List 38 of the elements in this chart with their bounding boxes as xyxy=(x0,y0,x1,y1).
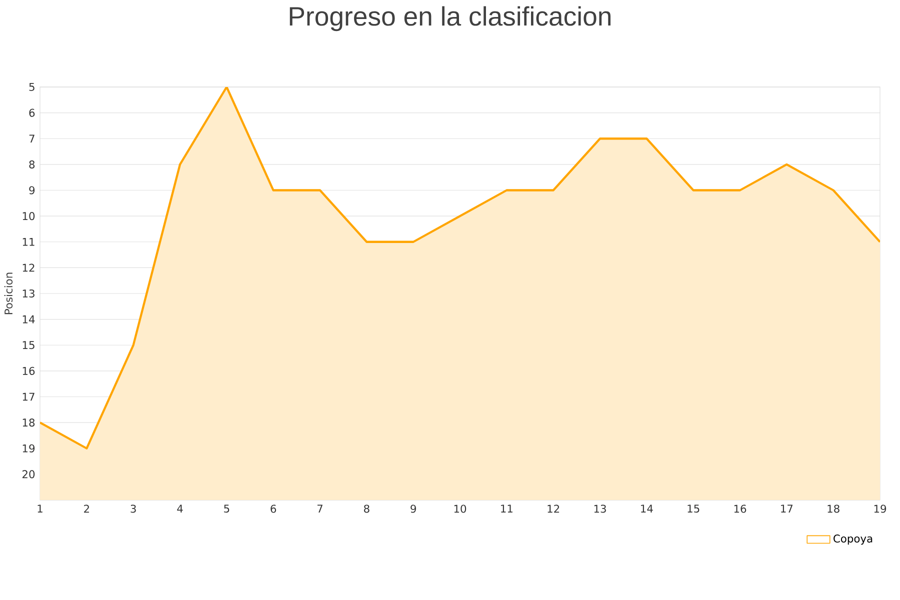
x-tick-label: 4 xyxy=(177,504,183,512)
x-tick-label: 12 xyxy=(548,504,560,513)
y-tick-label: 8 xyxy=(29,160,35,168)
x-tick-label: 13 xyxy=(594,504,606,513)
y-tick-label: 15 xyxy=(22,341,34,350)
y-tick-label: 16 xyxy=(22,366,35,375)
x-tick-label: 8 xyxy=(364,504,370,513)
legend-label: Copoya xyxy=(834,534,872,545)
x-tick-label: 14 xyxy=(641,504,653,512)
x-tick-label: 3 xyxy=(130,504,136,513)
x-tick-label: 15 xyxy=(688,504,700,513)
y-tick-label: 20 xyxy=(22,470,35,478)
y-tick-label: 7 xyxy=(29,134,34,143)
chart-title: Progreso en la clasificacion xyxy=(290,6,610,32)
y-tick-label: 19 xyxy=(22,444,35,452)
y-tick-label: 6 xyxy=(29,108,35,117)
x-tick-label: 9 xyxy=(410,504,416,513)
x-tick-label: 16 xyxy=(734,504,746,513)
x-tick-label: 11 xyxy=(501,504,512,512)
y-tick-label: 12 xyxy=(22,264,34,272)
x-tick-label: 5 xyxy=(224,504,230,513)
x-tick-label: 7 xyxy=(317,504,322,512)
x-tick-label: 18 xyxy=(828,504,840,513)
y-tick-label: 13 xyxy=(22,289,34,298)
x-tick-label: 19 xyxy=(874,504,886,513)
y-tick-label: 5 xyxy=(29,83,34,91)
y-axis-title: Posicion xyxy=(4,272,13,314)
x-tick-label: 17 xyxy=(781,504,793,512)
y-tick-label: 18 xyxy=(22,418,35,427)
y-tick-label: 10 xyxy=(22,212,35,220)
x-tick-label: 1 xyxy=(38,504,42,512)
y-tick-label: 14 xyxy=(22,315,35,324)
x-tick-label: 10 xyxy=(454,504,466,513)
y-tick-label: 9 xyxy=(29,186,35,194)
x-tick-label: 6 xyxy=(270,504,276,513)
y-tick-label: 11 xyxy=(22,238,34,246)
y-tick-label: 17 xyxy=(22,392,34,401)
x-tick-label: 2 xyxy=(84,504,89,513)
